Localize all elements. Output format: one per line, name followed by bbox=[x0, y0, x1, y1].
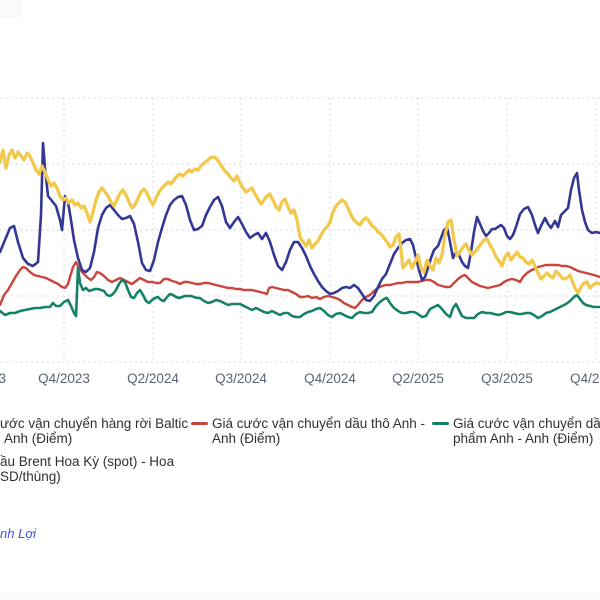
legend-label: Giá cước vận chuyển dầu thô Anh - bbox=[212, 416, 426, 431]
x-axis-label-clipped: Q3/2023 bbox=[0, 371, 6, 386]
bottom-strip bbox=[0, 592, 600, 600]
legend-label: SD/thùng) bbox=[0, 469, 61, 484]
legend-label: Anh (Điểm) bbox=[4, 431, 73, 446]
x-axis-label: Q3/2025 bbox=[481, 371, 533, 386]
series-line-crude bbox=[0, 260, 600, 310]
series-line-product bbox=[0, 266, 600, 320]
legend-label: Anh (Điểm) bbox=[212, 431, 281, 446]
x-axis-label: Q2/2025 bbox=[392, 371, 444, 386]
legend-line-marker-teal bbox=[432, 422, 449, 425]
cropped-ui-fragment bbox=[0, 0, 22, 18]
legend-label: ầu Brent Hoa Kỳ (spot) - Hoa bbox=[0, 454, 175, 469]
series-line-brent bbox=[0, 148, 600, 295]
legend-label: phẩm Anh - Anh (Điểm) bbox=[453, 431, 594, 446]
legend-label: Giá cước vận chuyển dầu bbox=[453, 416, 600, 431]
series-line-baltic bbox=[0, 141, 600, 303]
x-axis-label: Q4/2023 bbox=[38, 371, 90, 386]
legend-label: ước vận chuyển hàng rời Baltic bbox=[0, 416, 189, 431]
credit-link[interactable]: nh Lợi bbox=[0, 526, 37, 541]
x-axis-label: Q4/2025 bbox=[570, 371, 600, 386]
x-axis-label: Q3/2024 bbox=[215, 371, 267, 386]
x-axis-label: Q4/2024 bbox=[304, 371, 356, 386]
legend-line-marker-red bbox=[191, 422, 208, 425]
x-axis-label: Q2/2024 bbox=[127, 371, 179, 386]
